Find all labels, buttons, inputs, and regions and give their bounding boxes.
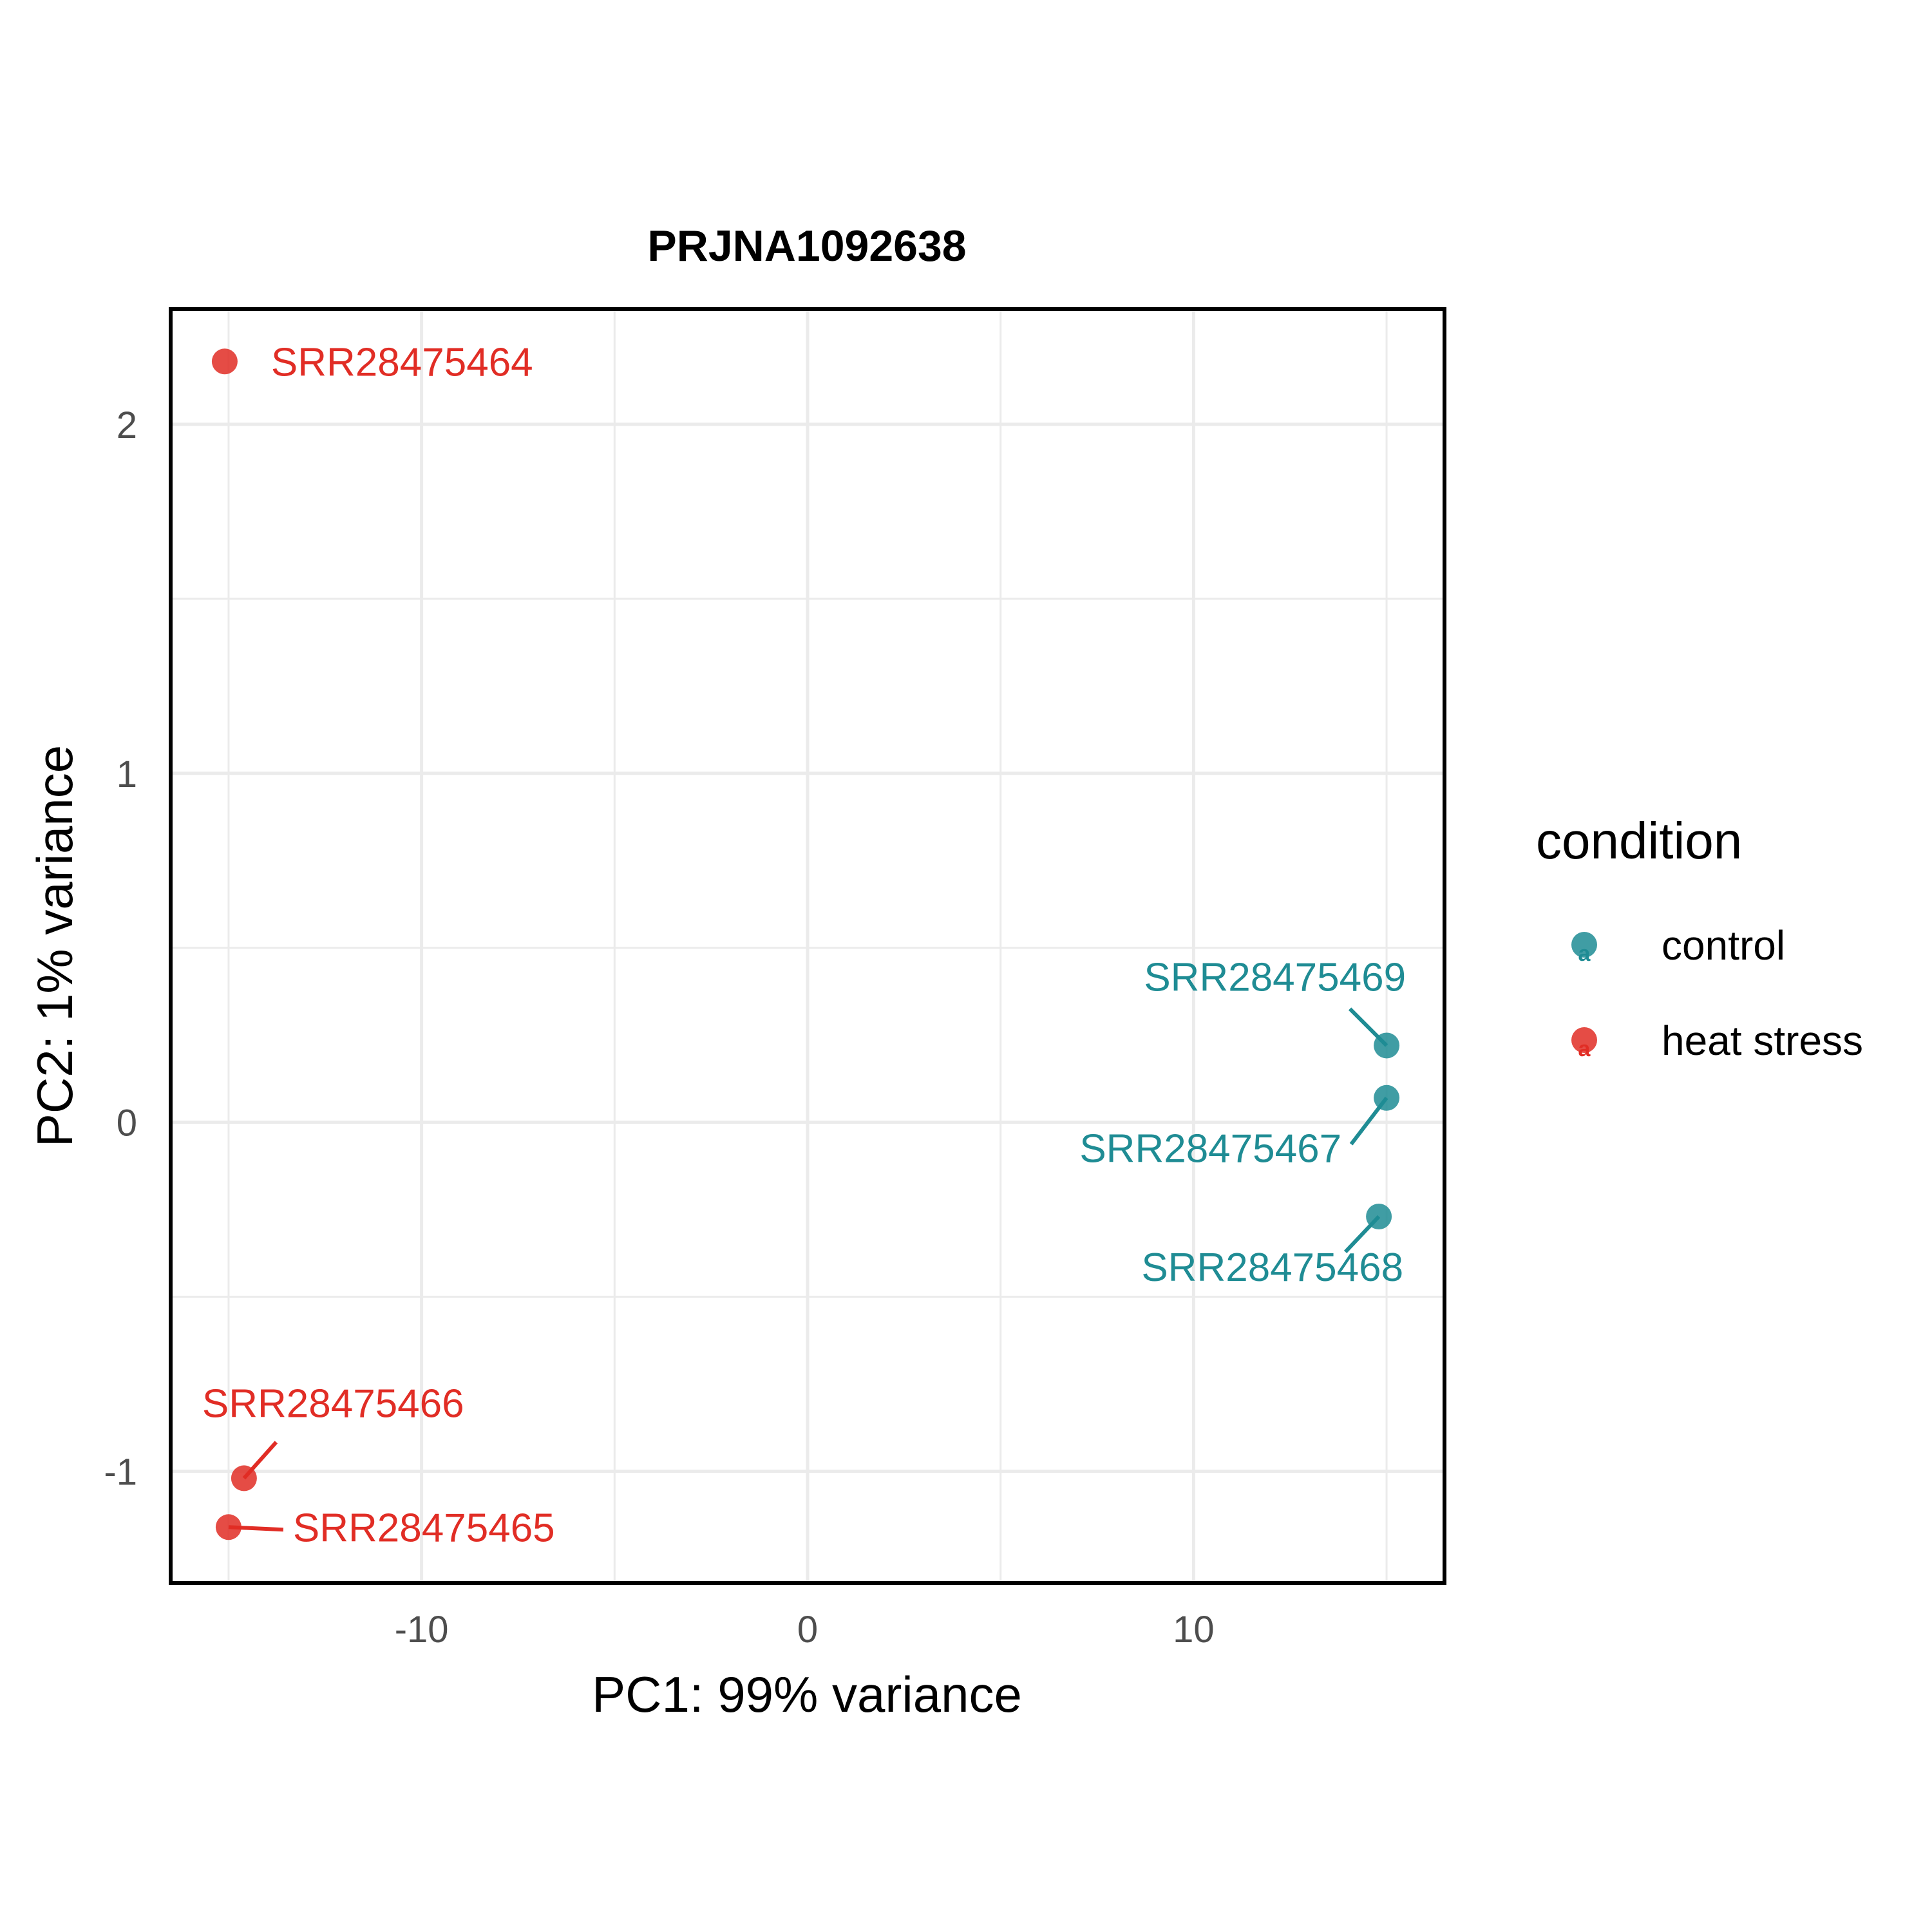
- y-tick-label: 2: [117, 404, 137, 446]
- chart-title: PRJNA1092638: [647, 222, 966, 270]
- x-tick-label: 0: [797, 1609, 818, 1651]
- legend-title: condition: [1536, 812, 1742, 869]
- panel-border: [169, 307, 1446, 1585]
- y-tick-label: 1: [117, 753, 137, 795]
- legend-key: [1571, 932, 1597, 958]
- point-label: SRR28475464: [271, 340, 533, 384]
- legend-key-glyph: a: [1578, 1037, 1591, 1061]
- point-label: SRR28475465: [293, 1506, 555, 1550]
- legend-key-glyph: a: [1578, 942, 1591, 966]
- point-label: SRR28475467: [1079, 1127, 1341, 1171]
- point-label: SRR28475469: [1144, 955, 1406, 999]
- data-point: [211, 348, 238, 375]
- x-tick-label: -10: [395, 1609, 449, 1651]
- data-point: [1366, 1203, 1392, 1229]
- y-tick-label: -1: [104, 1452, 137, 1493]
- legend-label: heat stress: [1662, 1018, 1863, 1064]
- x-axis-title: PC1: 99% variance: [592, 1666, 1022, 1723]
- points-layer: SRR28475469 SRR28475467 SRR28475468 SRR2847…: [202, 340, 1406, 1550]
- y-tick-label: 0: [117, 1103, 137, 1144]
- legend: condition a control a heat stress: [1536, 812, 1863, 1064]
- data-point: [231, 1465, 257, 1492]
- point-label: SRR28475468: [1141, 1245, 1403, 1290]
- legend-key: [1571, 1027, 1597, 1053]
- y-axis-title: PC2: 1% variance: [26, 745, 83, 1147]
- data-point: [215, 1514, 242, 1540]
- data-point: [1374, 1032, 1400, 1059]
- data-point: [1374, 1084, 1400, 1111]
- grid: [171, 309, 1444, 1583]
- legend-label: control: [1662, 922, 1785, 969]
- x-tick-label: 10: [1173, 1609, 1215, 1651]
- point-label: SRR28475466: [202, 1381, 464, 1426]
